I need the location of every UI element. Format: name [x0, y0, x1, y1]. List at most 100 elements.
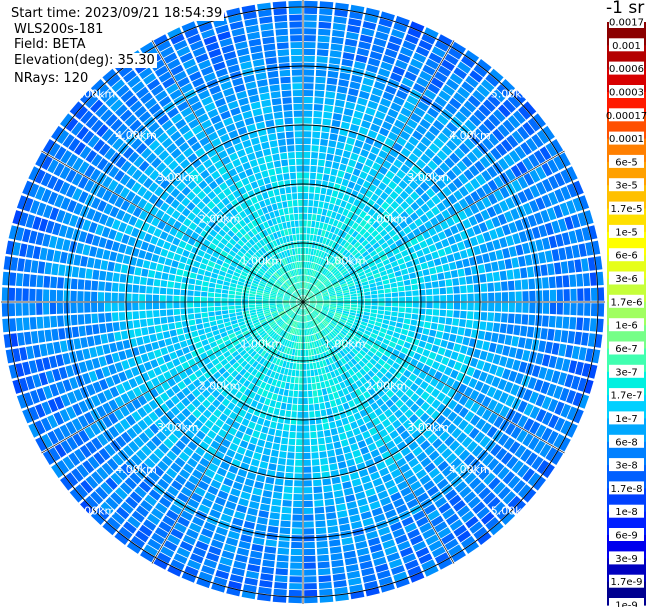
- ppi-gate: [322, 223, 328, 231]
- ppi-gate: [170, 64, 184, 76]
- ppi-gate: [207, 220, 216, 229]
- ppi-gate: [502, 99, 516, 113]
- ppi-gate: [434, 167, 445, 178]
- ppi-gate: [378, 331, 386, 338]
- ppi-gate: [331, 36, 344, 45]
- ppi-gate: [36, 303, 43, 315]
- ppi-gate: [315, 527, 327, 535]
- ppi-gate: [131, 510, 145, 523]
- ppi-gate: [322, 344, 328, 352]
- ppi-gate: [377, 490, 389, 500]
- ppi-gate: [238, 171, 247, 180]
- ppi-gate: [384, 293, 392, 298]
- ppi-gate: [385, 297, 392, 302]
- ppi-gate: [483, 118, 496, 132]
- ppi-gate: [132, 386, 143, 397]
- ppi-gate: [91, 471, 104, 485]
- ppi-gate: [153, 349, 162, 358]
- ppi-gate: [332, 281, 339, 287]
- ppi-gate: [211, 170, 221, 180]
- ppi-gate: [318, 575, 332, 583]
- ppi-gate: [435, 265, 444, 273]
- ppi-gate: [240, 236, 248, 244]
- ppi-gate: [336, 324, 343, 330]
- ppi-gate: [71, 468, 84, 482]
- ppi-gate: [499, 392, 509, 404]
- ppi-gate: [350, 307, 357, 311]
- ppi-gate: [325, 282, 331, 287]
- ppi-gate: [376, 314, 384, 319]
- ppi-gate: [332, 573, 346, 581]
- ppi-gate: [431, 361, 440, 370]
- ppi-gate: [326, 285, 333, 290]
- ppi-gate: [200, 230, 209, 239]
- ppi-gate: [53, 341, 62, 354]
- ppi-gate: [312, 390, 318, 397]
- ppi-gate: [424, 27, 439, 39]
- ppi-gate: [102, 249, 111, 260]
- ppi-gate: [187, 212, 196, 221]
- ppi-gate: [303, 234, 307, 241]
- ppi-gate: [288, 341, 293, 348]
- ppi-gate: [546, 383, 557, 397]
- ppi-gate: [497, 124, 510, 138]
- ppi-gate: [538, 340, 547, 353]
- ppi-gate: [409, 180, 419, 190]
- ppi-gate: [291, 541, 302, 549]
- ppi-gate: [125, 284, 133, 293]
- ppi-gate: [297, 329, 300, 336]
- ppi-gate: [512, 500, 526, 515]
- ppi-gate: [247, 152, 256, 161]
- ppi-gate: [440, 295, 447, 302]
- ppi-gate: [297, 418, 303, 425]
- ppi-gate: [191, 141, 202, 152]
- ppi-gate: [291, 411, 297, 418]
- ppi-gate: [534, 212, 544, 225]
- ppi-gate: [318, 266, 324, 273]
- ppi-gate: [42, 139, 55, 154]
- ppi-gate: [201, 286, 208, 292]
- ppi-gate: [247, 213, 255, 222]
- ppi-gate: [286, 290, 292, 295]
- ppi-gate: [115, 104, 128, 117]
- ppi-gate: [275, 282, 281, 287]
- ppi-gate: [583, 317, 590, 331]
- ppi-gate: [512, 110, 526, 124]
- ppi-gate: [316, 235, 321, 243]
- ppi-gate: [214, 297, 221, 302]
- ppi-gate: [249, 291, 256, 295]
- ppi-gate: [195, 147, 206, 158]
- ppi-gate: [235, 205, 243, 213]
- ppi-gate: [239, 219, 247, 228]
- ppi-gate: [317, 265, 322, 272]
- ppi-gate: [453, 343, 462, 352]
- ppi-gate: [288, 589, 302, 597]
- ppi-gate: [275, 238, 281, 246]
- ppi-gate: [234, 243, 242, 250]
- ppi-gate: [319, 275, 324, 281]
- ppi-gate: [154, 65, 169, 77]
- ppi-gate: [59, 166, 71, 180]
- ppi-gate: [362, 415, 371, 424]
- ppi-gate: [501, 79, 516, 93]
- ppi-gate: [269, 296, 276, 299]
- ppi-gate: [380, 583, 395, 593]
- ppi-gate: [65, 169, 77, 183]
- ppi-gate: [463, 100, 477, 113]
- ppi-gate: [209, 509, 221, 519]
- ppi-gate: [242, 139, 252, 148]
- ppi-gate: [390, 125, 402, 136]
- ppi-gate: [163, 241, 172, 250]
- ppi-gate: [282, 266, 288, 273]
- ppi-gate: [394, 409, 404, 419]
- ppi-gate: [305, 289, 309, 296]
- ppi-gate: [288, 596, 302, 604]
- ppi-gate: [25, 214, 35, 229]
- ppi-gate: [359, 560, 373, 570]
- ppi-gate: [316, 282, 322, 288]
- ppi-gate: [570, 303, 577, 316]
- ppi-gate: [481, 422, 492, 434]
- ppi-gate: [290, 297, 297, 300]
- ppi-gate: [262, 343, 269, 350]
- ppi-gate: [314, 90, 325, 98]
